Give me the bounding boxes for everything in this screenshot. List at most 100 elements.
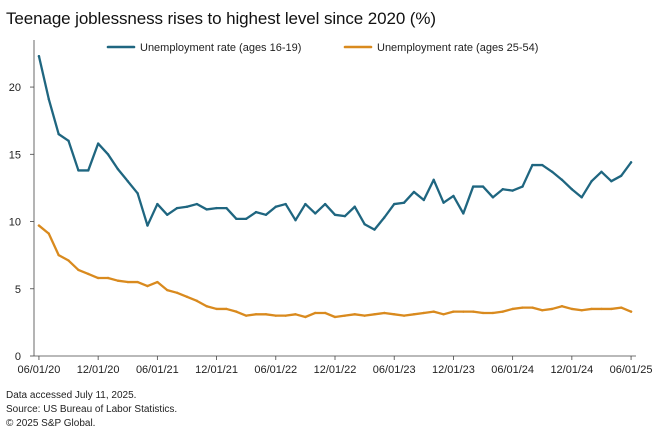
data-point (481, 311, 485, 315)
footer-notes: Data accessed July 11, 2025. Source: US … (6, 389, 177, 431)
data-point (166, 288, 169, 292)
data-point (570, 307, 574, 311)
data-point (175, 206, 179, 210)
data-point (106, 276, 110, 280)
x-tick-label: 06/01/24 (491, 364, 534, 376)
y-tick-label: 5 (15, 284, 21, 296)
data-point (600, 307, 603, 311)
data-point (175, 291, 179, 294)
data-point (284, 314, 287, 317)
data-point (353, 313, 356, 316)
data-point (393, 313, 396, 316)
data-point (304, 315, 307, 319)
data-point (136, 280, 139, 284)
data-point (600, 170, 603, 173)
data-point (491, 196, 495, 199)
data-point (57, 253, 60, 257)
x-tick-label: 12/01/23 (432, 364, 475, 376)
data-point (521, 306, 524, 309)
data-point (87, 169, 90, 172)
data-point (166, 213, 169, 217)
data-point (156, 280, 159, 284)
x-tick-label: 12/01/21 (195, 364, 238, 376)
data-point (383, 216, 386, 219)
data-point (343, 314, 347, 317)
x-tick-label: 06/01/25 (610, 364, 653, 376)
data-point (77, 169, 80, 172)
x-tick-label: 06/01/22 (254, 364, 297, 376)
x-tick-label: 12/01/24 (550, 364, 593, 376)
data-point (629, 161, 633, 164)
data-point (550, 170, 554, 173)
data-point (215, 307, 218, 311)
data-point (244, 217, 248, 221)
data-point (126, 179, 129, 183)
data-point (126, 280, 129, 284)
data-point (580, 309, 583, 312)
data-point (57, 132, 60, 136)
data-point (501, 310, 504, 313)
data-point (294, 218, 297, 222)
data-point (323, 311, 327, 315)
x-tick-label: 12/01/22 (314, 364, 357, 376)
data-point (254, 210, 258, 214)
data-point (610, 307, 613, 311)
data-point (314, 311, 317, 315)
legend: Unemployment rate (ages 16-19) Unemployme… (106, 42, 538, 54)
legend-label: Unemployment rate (ages 16-19) (140, 42, 301, 54)
data-point (393, 202, 396, 206)
footer-copyright: © 2025 S&P Global. (6, 418, 96, 429)
data-point (501, 188, 504, 191)
data-point (235, 217, 238, 221)
data-point (195, 299, 199, 303)
data-point (580, 196, 583, 199)
data-point (511, 189, 514, 192)
data-point (67, 139, 70, 143)
data-point (146, 224, 149, 227)
x-tick-label: 12/01/20 (77, 364, 120, 376)
data-point (294, 313, 297, 316)
y-tick-label: 10 (9, 217, 21, 229)
chart-title: Teenage joblessness rises to highest lev… (6, 9, 436, 28)
data-point (323, 202, 327, 206)
data-point (87, 272, 90, 276)
data-point (244, 314, 248, 317)
data-point (304, 202, 307, 206)
data-point (67, 259, 70, 262)
data-point (560, 305, 564, 308)
data-point (195, 202, 199, 206)
data-point (442, 201, 445, 204)
data-point (47, 232, 50, 235)
data-point (185, 295, 189, 299)
data-point (274, 205, 277, 208)
data-point (254, 313, 258, 316)
data-point (550, 307, 554, 311)
plot-area (37, 54, 633, 319)
data-point (511, 307, 514, 311)
data-point (383, 311, 386, 315)
data-point (47, 97, 50, 101)
data-point (146, 284, 149, 288)
data-point (402, 201, 406, 204)
data-point (37, 54, 41, 58)
data-point (235, 310, 238, 313)
data-point (402, 314, 406, 317)
x-tick-label: 06/01/23 (373, 364, 416, 376)
data-point (205, 305, 208, 308)
data-point (481, 185, 485, 188)
data-point (116, 167, 120, 171)
y-axis: 0 5 10 15 20 (9, 40, 35, 363)
data-point (471, 310, 475, 313)
data-point (610, 179, 613, 183)
data-point (462, 212, 465, 215)
series-line (37, 224, 633, 319)
data-point (531, 163, 534, 167)
data-point (452, 310, 455, 313)
data-point (541, 309, 544, 312)
footer-source: Source: US Bureau of Labor Statistics. (6, 404, 178, 415)
series-line (37, 54, 633, 231)
data-point (620, 306, 623, 309)
data-point (185, 205, 189, 208)
legend-item-2: Unemployment rate (ages 25-54) (343, 42, 538, 54)
